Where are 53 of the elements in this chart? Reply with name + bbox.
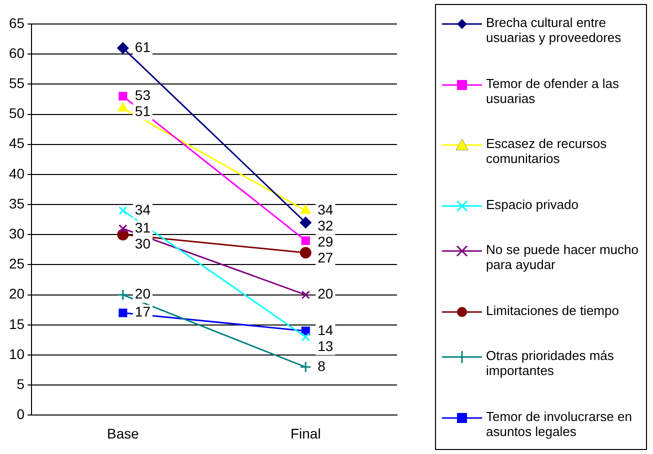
y-tick-label: 10 bbox=[8, 346, 25, 362]
y-tick-label: 40 bbox=[8, 165, 25, 182]
point bbox=[118, 224, 128, 233]
y-tick-label: 45 bbox=[8, 135, 25, 152]
data-label: 27 bbox=[318, 249, 334, 266]
legend-label: Limitaciones de tiempo bbox=[486, 302, 619, 318]
y-tick-label: 15 bbox=[8, 316, 25, 332]
point bbox=[301, 290, 310, 300]
y-tick-label: 25 bbox=[8, 256, 25, 272]
data-label: 30 bbox=[134, 235, 151, 252]
legend-label: Otras prioridades más importantes bbox=[486, 348, 615, 378]
y-tick-label: 35 bbox=[8, 195, 25, 212]
data-label: 32 bbox=[318, 217, 334, 234]
legend-label: No se puede hacer mucho para ayudar bbox=[486, 242, 640, 272]
point bbox=[301, 326, 310, 336]
data-label: 13 bbox=[318, 338, 334, 354]
y-tick-label: 60 bbox=[8, 44, 25, 61]
y-tick-label: 0 bbox=[16, 406, 25, 422]
point bbox=[300, 216, 312, 228]
legend-label: Escasez de recursos comunitarios bbox=[486, 136, 608, 166]
data-label: 20 bbox=[134, 286, 151, 302]
point bbox=[300, 361, 312, 373]
point bbox=[301, 332, 310, 342]
point bbox=[118, 308, 128, 318]
data-label: 53 bbox=[134, 87, 151, 104]
point bbox=[118, 206, 128, 215]
data-label: 34 bbox=[318, 201, 334, 218]
x-tick-label: Final bbox=[290, 425, 321, 442]
data-label: 29 bbox=[318, 233, 334, 250]
data-label: 17 bbox=[134, 304, 151, 320]
y-tick-label: 30 bbox=[8, 226, 25, 242]
data-label: 20 bbox=[318, 286, 334, 302]
legend-label: Espacio privado bbox=[486, 196, 578, 212]
y-tick-label: 20 bbox=[8, 286, 25, 302]
y-tick-label: 65 bbox=[8, 14, 25, 31]
point bbox=[117, 289, 129, 301]
legend-label: Temor de ofender a las usuarias bbox=[486, 76, 620, 106]
point bbox=[117, 42, 129, 54]
y-tick-label: 55 bbox=[8, 75, 25, 92]
legend-label: Brecha cultural entre usuarias y proveedores bbox=[486, 15, 622, 45]
point bbox=[118, 92, 128, 101]
data-label: 51 bbox=[134, 103, 151, 120]
data-label: 14 bbox=[318, 322, 334, 338]
data-label: 8 bbox=[318, 358, 326, 374]
y-tick-label: 5 bbox=[16, 376, 25, 392]
data-label: 34 bbox=[134, 201, 151, 218]
point bbox=[301, 236, 310, 245]
x-tick-label: Base bbox=[106, 425, 140, 442]
legend-label: Temor de involucrarse en asuntos legales bbox=[486, 408, 633, 439]
data-label: 31 bbox=[134, 219, 151, 236]
y-tick-label: 50 bbox=[8, 105, 25, 122]
point bbox=[300, 246, 312, 258]
data-label: 61 bbox=[134, 38, 151, 55]
